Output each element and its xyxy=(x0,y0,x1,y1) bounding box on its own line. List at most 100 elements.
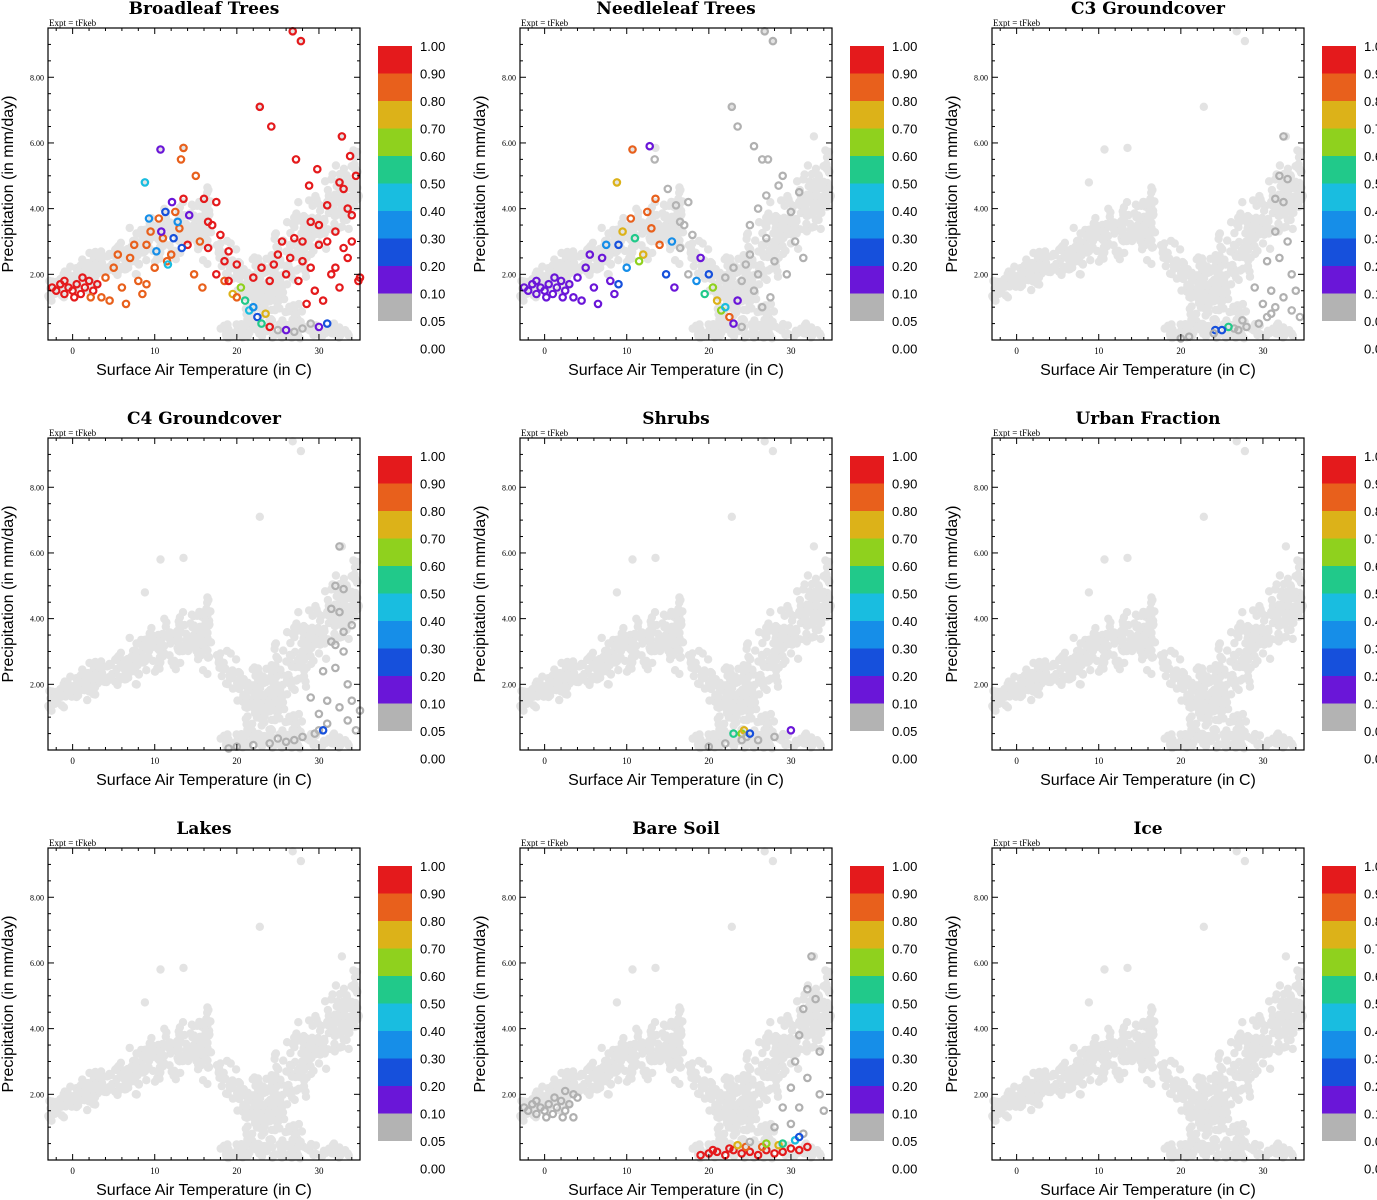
background-point xyxy=(751,322,760,331)
background-point xyxy=(270,306,280,315)
colorbar-swatch xyxy=(850,183,884,211)
background-point xyxy=(140,588,150,597)
background-point xyxy=(1214,234,1223,244)
y-axis-label: Precipitation (in mm/day) xyxy=(944,96,961,273)
background-point xyxy=(297,717,307,726)
background-point xyxy=(312,605,321,614)
data-point xyxy=(339,184,348,194)
background-point xyxy=(1091,233,1100,242)
background-point xyxy=(83,695,92,705)
data-point xyxy=(285,253,295,263)
background-point xyxy=(156,658,165,667)
background-point xyxy=(574,662,584,671)
x-tick-label: 30 xyxy=(314,346,324,356)
colorbar-label: 1.00 xyxy=(420,39,445,54)
background-point xyxy=(579,672,588,681)
background-point xyxy=(323,595,333,605)
background-point xyxy=(192,611,202,620)
background-point xyxy=(637,635,647,644)
data-point xyxy=(298,324,307,333)
data-point xyxy=(253,312,262,322)
data-point xyxy=(224,276,233,286)
background-point xyxy=(724,713,734,722)
background-point xyxy=(746,296,755,305)
colorbar-label: 0.80 xyxy=(892,94,917,109)
background-point xyxy=(1275,211,1284,221)
data-point xyxy=(564,279,574,289)
background-point xyxy=(754,261,763,270)
background-point xyxy=(1027,258,1037,268)
background-point xyxy=(821,573,831,583)
data-point xyxy=(314,240,324,250)
background-point xyxy=(301,682,311,691)
background-point xyxy=(1238,198,1247,207)
data-point xyxy=(585,250,595,259)
colorbar-label: 0.90 xyxy=(420,67,445,82)
data-point xyxy=(179,194,188,204)
colorbar-label: 0.60 xyxy=(1364,149,1377,164)
background-point xyxy=(296,446,306,456)
x-axis-label: Surface Air Temperature (in C) xyxy=(1040,362,1256,379)
colorbar-swatch xyxy=(850,73,884,101)
background-point xyxy=(216,649,225,658)
data-point xyxy=(166,250,176,259)
background-point xyxy=(782,329,791,338)
colorbar-swatch xyxy=(378,211,412,239)
data-point xyxy=(597,253,607,263)
data-point xyxy=(550,273,559,282)
background-point xyxy=(314,649,324,658)
background-point xyxy=(349,556,358,565)
background-point xyxy=(821,163,831,173)
data-point xyxy=(265,276,275,286)
colorbar: 1.000.900.800.700.600.500.400.300.200.10… xyxy=(850,39,917,357)
background-point xyxy=(766,264,776,273)
background-point xyxy=(279,646,288,655)
background-point xyxy=(784,195,793,204)
data-point xyxy=(306,263,316,273)
background-point xyxy=(686,657,696,666)
background-point xyxy=(776,606,786,615)
panel-title: Shrubs xyxy=(642,409,709,429)
background-point xyxy=(269,676,278,685)
plot-area xyxy=(520,28,832,340)
background-point xyxy=(730,672,740,681)
background-point xyxy=(331,571,341,580)
expt-label: Expt = tFkeb xyxy=(993,18,1041,28)
x-tick-label: 20 xyxy=(232,756,242,766)
background-point xyxy=(742,644,751,654)
colorbar-swatch xyxy=(378,293,412,321)
data-point xyxy=(729,263,738,273)
background-point xyxy=(546,677,555,686)
data-point xyxy=(768,36,778,46)
background-point xyxy=(1008,279,1018,288)
background-point xyxy=(349,601,358,610)
data-point xyxy=(638,250,648,259)
background-point xyxy=(800,170,809,179)
background-point xyxy=(798,199,807,208)
background-point xyxy=(243,678,253,687)
y-axis-label: Precipitation (in mm/day) xyxy=(0,96,17,273)
colorbar-swatch xyxy=(378,73,412,101)
background-point xyxy=(320,177,330,186)
background-point xyxy=(349,191,358,200)
background-point xyxy=(1136,236,1145,245)
background-point xyxy=(252,713,262,722)
background-point xyxy=(1283,215,1293,225)
data-point xyxy=(347,237,357,246)
data-point xyxy=(171,207,180,217)
background-point xyxy=(769,307,779,316)
background-point xyxy=(1213,266,1222,275)
background-point xyxy=(637,218,647,227)
background-point xyxy=(768,243,777,252)
background-point xyxy=(125,633,134,643)
background-point xyxy=(821,556,830,565)
background-point xyxy=(759,252,769,261)
background-point xyxy=(713,319,723,329)
data-point xyxy=(224,247,233,256)
expt-label: Expt = tFkeb xyxy=(49,18,97,28)
data-point xyxy=(156,145,165,154)
data-point xyxy=(257,263,266,273)
data-point xyxy=(261,309,270,319)
background-point xyxy=(802,629,811,638)
background-point xyxy=(180,646,189,655)
